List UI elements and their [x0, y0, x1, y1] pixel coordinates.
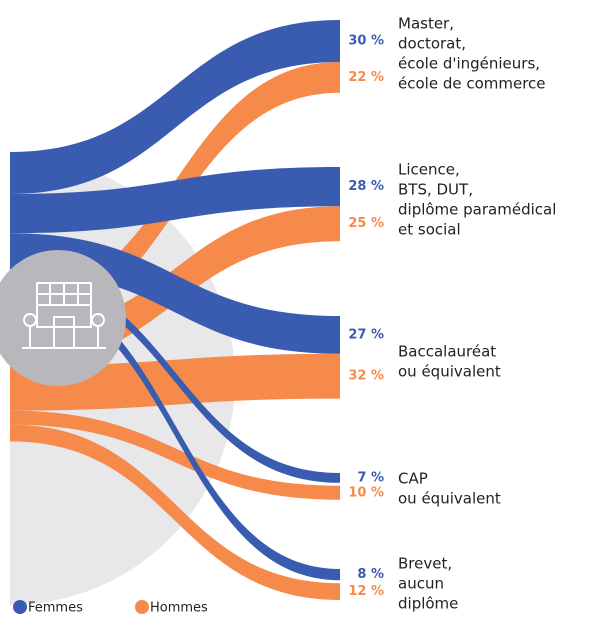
- legend-swatch: [135, 600, 149, 614]
- value-label: 32 %: [348, 369, 384, 384]
- legend-label: Hommes: [150, 601, 208, 616]
- category-label: et social: [398, 221, 461, 239]
- legend-label: Femmes: [28, 601, 83, 616]
- flows: [10, 20, 340, 600]
- category-label: aucun: [398, 575, 444, 593]
- flow: [10, 167, 340, 234]
- category-label: école d'ingénieurs,: [398, 55, 540, 73]
- value-label: 10 %: [348, 485, 384, 500]
- category-label: BTS, DUT,: [398, 181, 473, 199]
- flow: [10, 271, 340, 483]
- value-label: 8 %: [357, 567, 384, 582]
- value-label: 30 %: [348, 34, 384, 49]
- flow: [10, 280, 340, 581]
- legend-swatch: [13, 600, 27, 614]
- flow: [10, 410, 340, 500]
- value-label: 25 %: [348, 216, 384, 231]
- category-label: diplôme paramédical: [398, 201, 556, 219]
- building: [22, 282, 106, 349]
- category-label: CAP: [398, 470, 428, 488]
- category-label: doctorat,: [398, 35, 466, 53]
- category-label: Baccalauréat: [398, 343, 496, 361]
- category-label: ou équivalent: [398, 363, 501, 381]
- category-label: ou équivalent: [398, 490, 501, 508]
- school-icon: [0, 250, 126, 386]
- value-label: 7 %: [357, 470, 384, 485]
- category-label: diplôme: [398, 595, 458, 613]
- value-label: 28 %: [348, 179, 384, 194]
- category-label: Licence,: [398, 161, 460, 179]
- value-label: 27 %: [348, 327, 384, 342]
- category-label: Brevet,: [398, 555, 452, 573]
- flow: [10, 20, 340, 194]
- flow: [10, 424, 340, 600]
- category-label: Master,: [398, 15, 454, 33]
- category-label: école de commerce: [398, 75, 546, 93]
- value-label: 12 %: [348, 584, 384, 599]
- value-label: 22 %: [348, 70, 384, 85]
